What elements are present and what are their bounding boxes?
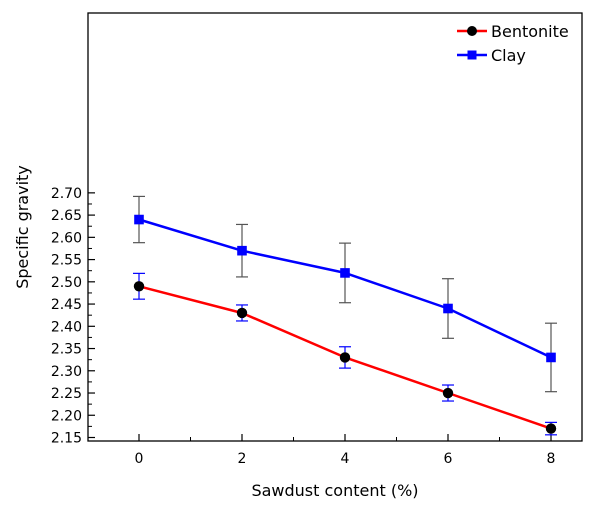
data-point bbox=[442, 387, 454, 399]
x-tick-label: 8 bbox=[547, 451, 556, 467]
y-axis-label: Specific gravity bbox=[13, 165, 32, 289]
y-tick-label: 2.50 bbox=[51, 275, 82, 291]
axis-ticks bbox=[88, 192, 552, 441]
data-point bbox=[237, 245, 247, 256]
y-tick-label: 2.40 bbox=[51, 319, 82, 335]
x-tick-label: 0 bbox=[135, 451, 144, 467]
series-layer bbox=[133, 195, 557, 436]
y-tick-label: 2.65 bbox=[51, 208, 82, 224]
x-tick-label: 4 bbox=[341, 451, 350, 467]
data-point bbox=[443, 303, 453, 314]
x-tick-label: 2 bbox=[238, 451, 247, 467]
series-clay bbox=[133, 195, 557, 393]
y-tick-label: 2.30 bbox=[51, 364, 82, 380]
data-point bbox=[236, 307, 248, 319]
legend: Bentonite Clay bbox=[457, 22, 569, 65]
data-point bbox=[546, 352, 556, 363]
x-tick-label: 6 bbox=[444, 451, 453, 467]
y-tick-labels: 2.15 2.20 2.25 2.30 2.35 2.40 2.45 2.50 2.55 2.60… bbox=[51, 186, 82, 447]
data-point bbox=[340, 268, 350, 278]
plot-frame bbox=[87, 12, 583, 442]
legend-marker-bentonite bbox=[467, 26, 477, 36]
minor-ticks bbox=[88, 203, 500, 441]
y-tick-label: 2.60 bbox=[51, 230, 82, 246]
y-tick-label: 2.70 bbox=[51, 186, 82, 202]
series-bentonite bbox=[133, 272, 557, 436]
y-tick-label: 2.55 bbox=[51, 253, 82, 269]
x-tick-labels: 0 2 4 6 8 bbox=[135, 451, 556, 467]
y-tick-label: 2.15 bbox=[51, 431, 82, 447]
y-tick-label: 2.35 bbox=[51, 342, 82, 358]
legend-label-clay: Clay bbox=[491, 46, 526, 65]
y-tick-label: 2.25 bbox=[51, 386, 82, 402]
y-tick-label: 2.20 bbox=[51, 408, 82, 424]
data-point bbox=[134, 214, 144, 225]
x-axis-label: Sawdust content (%) bbox=[251, 481, 418, 500]
y-tick-label: 2.45 bbox=[51, 297, 82, 313]
data-point bbox=[133, 281, 145, 292]
data-point bbox=[545, 423, 557, 434]
legend-label-bentonite: Bentonite bbox=[491, 22, 569, 41]
legend-marker-clay bbox=[467, 50, 477, 60]
data-point bbox=[339, 352, 351, 363]
